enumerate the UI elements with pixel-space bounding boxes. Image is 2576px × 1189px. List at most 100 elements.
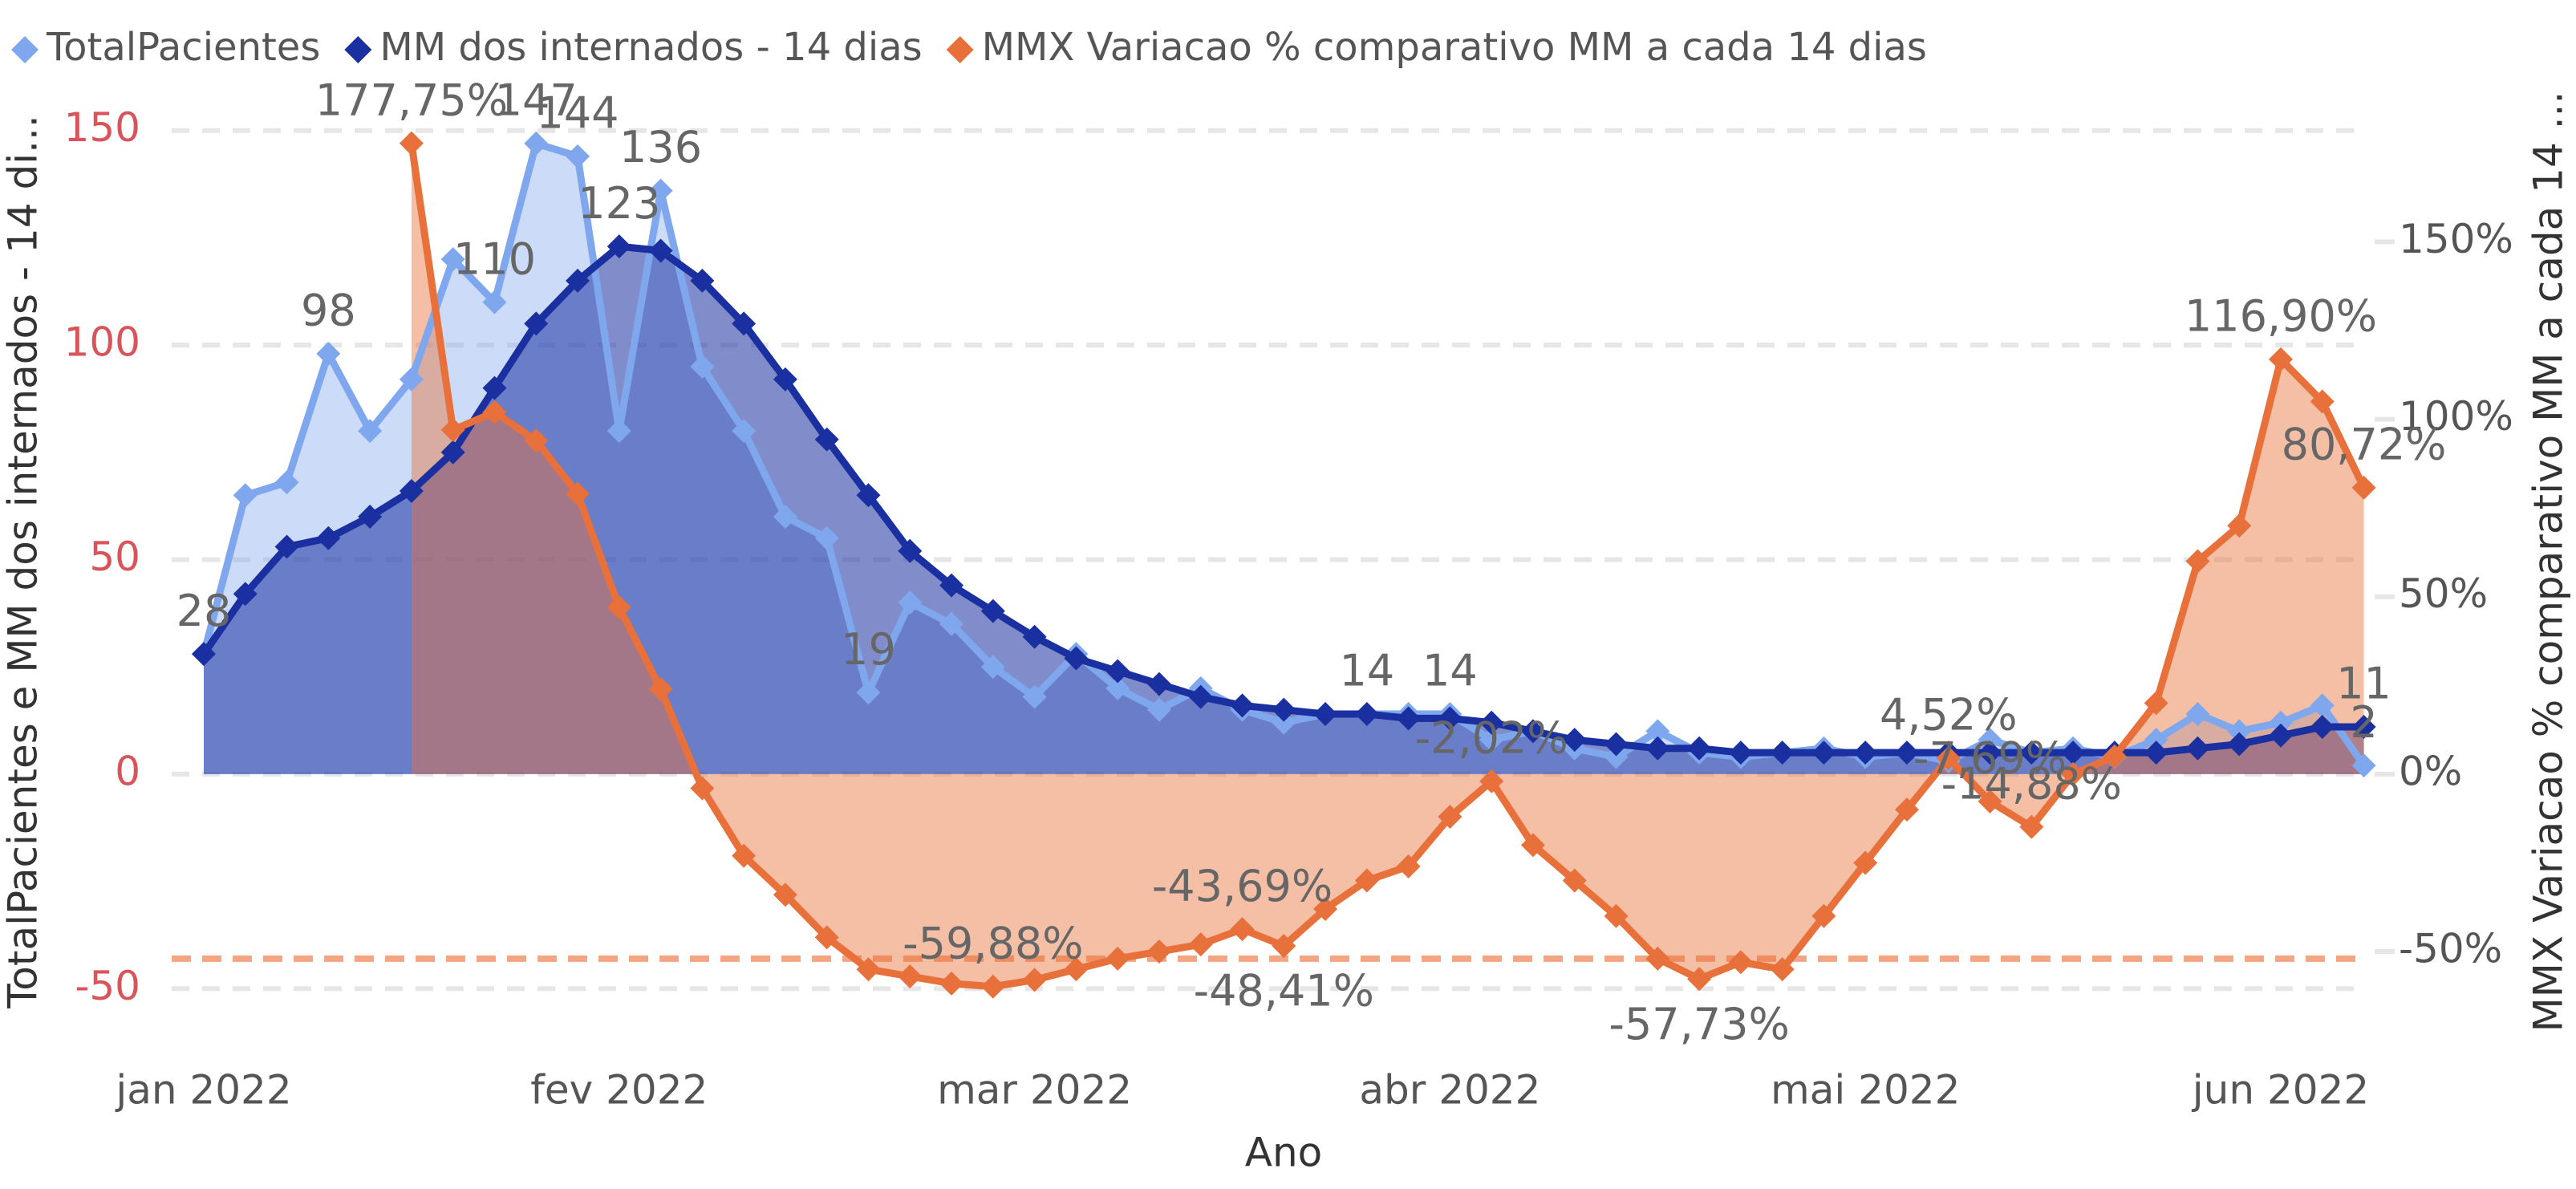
marker <box>2351 715 2376 740</box>
marker <box>274 470 299 495</box>
marker <box>939 573 964 598</box>
marker <box>358 505 383 530</box>
marker <box>1978 789 2002 814</box>
marker <box>399 478 424 503</box>
marker <box>1811 741 1836 765</box>
marker <box>2269 710 2293 735</box>
marker <box>1396 706 1421 731</box>
marker <box>524 311 549 336</box>
marker <box>2061 761 2086 786</box>
marker <box>814 427 839 452</box>
data-label: -48,41% <box>1194 966 1374 1017</box>
marker <box>2351 753 2376 778</box>
marker <box>1479 769 1504 793</box>
marker <box>1770 741 1795 765</box>
area <box>411 143 2364 987</box>
marker <box>1562 868 1587 893</box>
marker <box>1146 672 1171 696</box>
marker <box>1645 946 1670 971</box>
marker <box>2227 513 2252 538</box>
marker <box>1520 833 1545 858</box>
marker <box>606 594 631 619</box>
x-tick-label: fev 2022 <box>530 1067 708 1114</box>
marker <box>1272 710 1296 735</box>
legend-label: MMX Variacao % comparativo MM a cada 14 … <box>982 25 1927 70</box>
marker <box>2144 691 2168 716</box>
y-tick-label: -50 <box>75 963 140 1009</box>
marker <box>2061 741 2086 765</box>
x-tick-label: mai 2022 <box>1771 1067 1960 1114</box>
y2-tick-label: 50% <box>2399 570 2488 617</box>
data-label: -7,69% <box>1913 733 2067 784</box>
data-label: 19 <box>841 624 896 675</box>
data-label: 177,75% <box>315 75 508 125</box>
marker <box>1146 939 1171 964</box>
x-tick-label: jan 2022 <box>115 1067 291 1114</box>
marker <box>1438 706 1462 731</box>
marker <box>524 131 549 156</box>
marker <box>1687 736 1712 761</box>
marker <box>1479 710 1504 735</box>
marker <box>1562 728 1587 753</box>
marker <box>566 268 590 293</box>
marker <box>690 776 715 801</box>
marker <box>606 419 631 444</box>
marker <box>1272 697 1296 722</box>
data-label: 123 <box>578 178 660 229</box>
data-label: 2 <box>2350 697 2377 748</box>
marker <box>939 971 964 996</box>
marker <box>2269 723 2293 748</box>
marker <box>1230 693 1255 718</box>
data-label: 144 <box>536 87 619 138</box>
marker <box>2144 741 2168 765</box>
legend-label: MM dos internados - 14 dias <box>379 25 922 70</box>
marker <box>898 964 923 988</box>
data-label: 147 <box>495 75 578 125</box>
y-axis-title: TotalPacientes e MM dos internados - 14 … <box>0 115 47 1009</box>
marker <box>1105 659 1130 684</box>
data-label: 14 <box>1339 646 1394 696</box>
marker <box>1645 719 1670 744</box>
marker <box>690 354 715 379</box>
data-label: -2,02% <box>1415 712 1568 763</box>
marker <box>440 417 465 442</box>
marker <box>2144 728 2168 753</box>
y-tick-label: 50 <box>89 534 140 580</box>
marker <box>1604 745 1629 769</box>
marker <box>1479 728 1504 753</box>
marker <box>1188 932 1213 957</box>
legend-marker <box>11 36 39 63</box>
legend-marker <box>946 36 974 63</box>
marker <box>1770 957 1795 982</box>
marker <box>1146 697 1171 722</box>
marker <box>316 526 341 550</box>
marker <box>482 375 507 400</box>
y-tick-label: 100 <box>64 319 140 366</box>
marker <box>1728 950 1753 975</box>
marker <box>648 178 673 203</box>
marker <box>2185 736 2210 761</box>
marker <box>316 341 341 366</box>
marker <box>482 290 507 314</box>
x-tick-label: mar 2022 <box>937 1067 1132 1114</box>
marker <box>358 419 383 444</box>
marker <box>1272 933 1296 958</box>
marker <box>1894 741 1919 765</box>
marker <box>606 234 631 259</box>
marker <box>2351 475 2376 500</box>
marker <box>440 247 465 272</box>
marker <box>1853 850 1878 875</box>
marker <box>898 538 923 563</box>
marker <box>2019 814 2044 839</box>
marker <box>1354 868 1379 893</box>
marker <box>399 131 424 156</box>
marker <box>1645 736 1670 761</box>
marker <box>1978 728 2002 753</box>
marker <box>690 268 715 293</box>
marker <box>2019 741 2044 765</box>
y2-tick-label: 150% <box>2399 216 2513 262</box>
marker <box>440 440 465 465</box>
marker <box>192 642 216 667</box>
marker <box>2310 715 2335 740</box>
